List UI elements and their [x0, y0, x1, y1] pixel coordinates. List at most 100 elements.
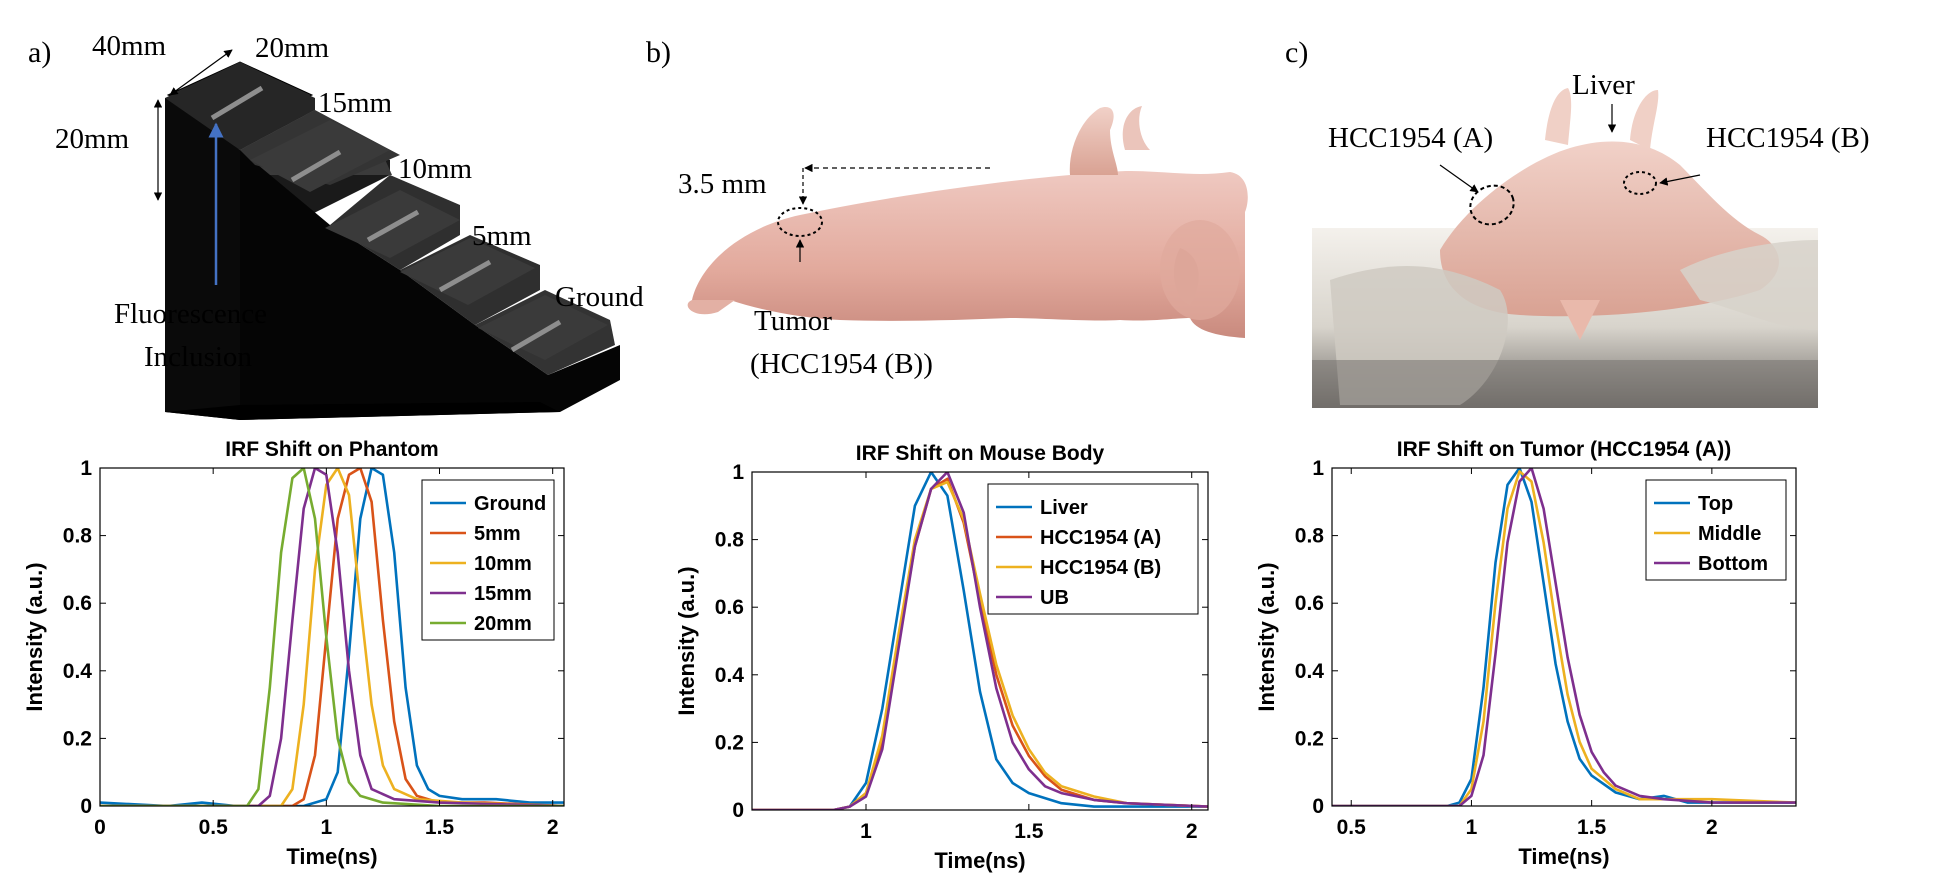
- mouse-c-photo: [1312, 88, 1818, 408]
- chart-mouse-body: IRF Shift on Mouse Body 1 1.5 2 0 0.2 0.4 0.6 0.…: [674, 442, 1209, 873]
- x-tick-label: 1.5: [425, 816, 455, 839]
- label-15mm: 15mm: [318, 87, 393, 119]
- inclusion-label-line2: Inclusion: [144, 341, 252, 373]
- panel-b-mouse: b) 3.5 mm Tumor (HCC1954 (B)): [646, 36, 1248, 380]
- x-axis-label: Time(ns): [1518, 844, 1609, 869]
- panel-c-mouse: c) Liver HCC1954 (A) HCC1954 (B): [1285, 36, 1870, 408]
- panel-b-letter: b): [646, 36, 671, 69]
- y-axis-label: Intensity (a.u.): [674, 566, 699, 715]
- series-line-10mm: [100, 468, 564, 806]
- chart-title: IRF Shift on Tumor (HCC1954 (A)): [1397, 438, 1731, 461]
- x-axis-label: Time(ns): [286, 844, 377, 869]
- x-tick-label: 0.5: [199, 816, 229, 839]
- series-line-5mm: [100, 468, 564, 806]
- legend-entry: 5mm: [474, 523, 521, 545]
- y-tick-label: 0.6: [1295, 592, 1324, 615]
- y-tick-label: 0: [1312, 795, 1324, 818]
- x-tick-label: 0: [94, 816, 106, 839]
- y-tick-label: 0.6: [63, 592, 92, 615]
- series-line-bottom: [1332, 468, 1796, 806]
- legend-entry: 10mm: [474, 553, 532, 575]
- y-tick-label: 0: [732, 799, 744, 822]
- right-tumor-label: HCC1954 (B): [1706, 122, 1870, 154]
- y-axis-label: Intensity (a.u.): [1254, 562, 1279, 711]
- y-tick-label: 0.4: [715, 664, 745, 687]
- legend: Top Middle Bottom: [1645, 479, 1787, 581]
- x-tick-label: 1: [320, 816, 332, 839]
- y-tick-label: 0.6: [715, 596, 744, 619]
- mouse-b-photo: [687, 106, 1248, 338]
- dim-40mm: [169, 49, 233, 96]
- tumor-label-line1: Tumor: [754, 305, 832, 337]
- label-ground: Ground: [555, 281, 644, 313]
- y-tick-label: 1: [732, 461, 744, 484]
- x-tick-label: 2: [547, 816, 559, 839]
- legend-entry: Bottom: [1698, 553, 1768, 575]
- legend-box: [421, 479, 555, 641]
- series-line-middle: [1332, 470, 1796, 806]
- y-tick-label: 1: [1312, 457, 1324, 480]
- legend-entry: HCC1954 (A): [1040, 527, 1161, 549]
- series-group: [1332, 468, 1796, 806]
- x-tick-label: 2: [1706, 816, 1718, 839]
- label-40mm: 40mm: [92, 30, 167, 62]
- x-tick-label: 1.5: [1014, 820, 1044, 843]
- panel-a-letter: a): [28, 36, 51, 69]
- panel-c-letter: c): [1285, 36, 1308, 69]
- y-tick-label: 0.8: [1295, 525, 1325, 548]
- legend-entry: Ground: [474, 493, 546, 515]
- y-tick-label: 0.4: [1295, 660, 1325, 683]
- y-tick-label: 0.2: [1295, 727, 1324, 750]
- legend: Ground 5mm 10mm 15mm 20mm: [421, 479, 555, 641]
- label-20mm-top: 20mm: [255, 32, 330, 64]
- chart-tumor: IRF Shift on Tumor (HCC1954 (A)) 0.5 1 1.5 2…: [1254, 438, 1797, 869]
- label-5mm: 5mm: [472, 220, 532, 252]
- staircase: [165, 62, 620, 420]
- legend-entry: 20mm: [474, 613, 532, 635]
- y-tick-label: 0.8: [63, 525, 93, 548]
- series-line-ground: [100, 468, 564, 806]
- legend-entry: UB: [1040, 587, 1069, 609]
- legend-entry: Top: [1698, 493, 1733, 515]
- label-20mm-side: 20mm: [55, 123, 130, 155]
- label-10mm: 10mm: [398, 153, 473, 185]
- axes-box: [99, 467, 565, 807]
- y-tick-label: 0.2: [63, 727, 92, 750]
- y-tick-label: 1: [80, 457, 92, 480]
- axes-box: [751, 471, 1209, 811]
- series-line-ub: [752, 472, 1208, 810]
- legend-entry: HCC1954 (B): [1040, 557, 1161, 579]
- chart-title: IRF Shift on Mouse Body: [856, 442, 1105, 465]
- series-group: [100, 468, 564, 806]
- x-tick-label: 2: [1186, 820, 1198, 843]
- series-line-15mm: [100, 468, 564, 806]
- series-line-20mm: [100, 468, 564, 806]
- series-group: [752, 472, 1208, 810]
- distance-label: 3.5 mm: [678, 168, 767, 200]
- x-tick-label: 1: [1466, 816, 1478, 839]
- x-axis-label: Time(ns): [934, 848, 1025, 873]
- chart-phantom: IRF Shift on Phantom 0 0.5 1 1.5 2 0 0.2 0.4 0.6 0…: [22, 438, 565, 869]
- legend-entry: Middle: [1698, 523, 1761, 545]
- y-tick-label: 0.4: [63, 660, 93, 683]
- left-tumor-label: HCC1954 (A): [1328, 122, 1493, 154]
- legend-box: [987, 483, 1199, 615]
- chart-title: IRF Shift on Phantom: [225, 438, 438, 461]
- y-tick-label: 0.8: [715, 529, 745, 552]
- tumor-label-line2: (HCC1954 (B)): [750, 348, 933, 380]
- legend-entry: Liver: [1040, 497, 1088, 519]
- y-axis-label: Intensity (a.u.): [22, 562, 47, 711]
- y-tick-label: 0: [80, 795, 92, 818]
- x-tick-label: 0.5: [1337, 816, 1367, 839]
- x-tick-label: 1: [860, 820, 872, 843]
- series-line-liver: [752, 472, 1208, 810]
- liver-label: Liver: [1572, 69, 1635, 101]
- y-tick-label: 0.2: [715, 731, 744, 754]
- inclusion-label-line1: Fluorescence: [114, 298, 267, 330]
- axes-box: [1331, 467, 1797, 807]
- legend-entry: 15mm: [474, 583, 532, 605]
- x-tick-label: 1.5: [1577, 816, 1607, 839]
- panel-a-phantom: a) 40mm: [28, 30, 644, 420]
- legend: Liver HCC1954 (A) HCC1954 (B) UB: [987, 483, 1199, 615]
